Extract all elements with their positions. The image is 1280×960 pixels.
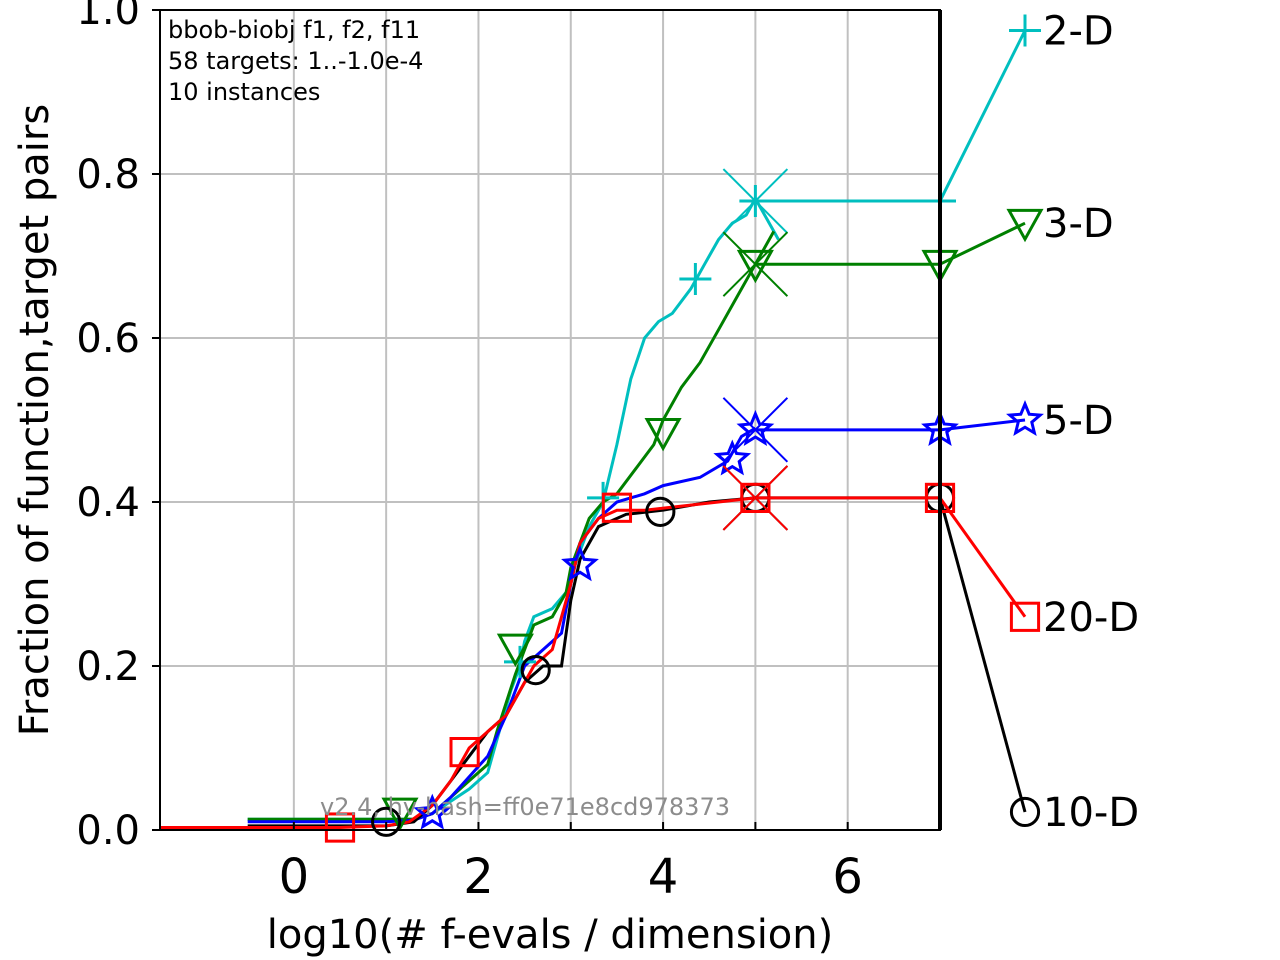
curve-3-d: [247, 230, 776, 821]
ecdf-curves: [160, 195, 780, 829]
marker-2-d: [679, 262, 712, 295]
label-marker-5-d: [1006, 400, 1044, 437]
x-tick-label: 0: [279, 849, 310, 905]
label-marker-3-d: [1006, 208, 1044, 243]
marker-3-d: [496, 633, 534, 668]
y-tick-label: 1.0: [76, 0, 140, 34]
marker-20-d: [449, 737, 480, 768]
dim-label-20-d: 20-D: [1043, 595, 1139, 641]
marker-5-d: [713, 439, 752, 476]
label-marker-10-d: [1009, 796, 1041, 828]
curve-5-d: [247, 426, 757, 824]
marker-10-d: [520, 655, 551, 686]
curve-2-d: [247, 195, 780, 821]
dim-label-5-d: 5-D: [1043, 398, 1114, 444]
label-line-20-d: [938, 497, 1027, 618]
curve-20-d: [160, 496, 756, 829]
label-line-3-d: [939, 221, 1026, 266]
label-marker-2-d: [1009, 14, 1041, 47]
label-line-5-d: [939, 418, 1026, 432]
marker-5-d: [413, 793, 452, 830]
watermark: v2.4, hv-hash=ff0e71e8cd978373: [320, 793, 730, 821]
y-tick-label: 0.4: [76, 480, 140, 526]
marker-3-d: [644, 418, 682, 452]
marker-10-d: [645, 496, 676, 527]
marker-20-d: [601, 492, 633, 523]
y-tick-label: 0.2: [76, 644, 140, 690]
end-lines: [755, 14, 1044, 828]
marker-5-d: [736, 409, 775, 446]
y-axis-title: Fraction of function,target pairs: [12, 104, 58, 736]
x-tick-label: 2: [463, 849, 494, 905]
plot-frame: [159, 9, 941, 831]
marker-3-d: [381, 797, 419, 832]
label-line-10-d: [938, 497, 1027, 813]
y-tick-label: 0.6: [76, 316, 140, 362]
marker-3-d: [736, 249, 774, 284]
dimension-labels: 2-D 3-D 5-D 10-D 20-D: [1043, 9, 1139, 836]
grid-lines: [160, 9, 940, 831]
axis-ticks: 0 2 4 6 0.0 0.2 0.4 0.6 0.8 1.0: [76, 0, 941, 905]
x-tick-label: 4: [648, 849, 679, 905]
info-line-3: 10 instances: [168, 78, 320, 106]
dim-label-3-d: 3-D: [1043, 201, 1114, 247]
curve-10-d: [247, 496, 756, 828]
label-line-2-d: [938, 29, 1027, 202]
x-tick-label: 6: [832, 849, 863, 905]
curve-markers: [324, 168, 789, 843]
y-tick-label: 0.0: [76, 808, 140, 854]
marker-20-d: [324, 812, 356, 843]
y-tick-label: 0.8: [76, 152, 140, 198]
info-line-2: 58 targets: 1..-1.0e-4: [168, 47, 423, 75]
marker-10-d: [371, 806, 402, 837]
label-marker-20-d: [1009, 601, 1041, 632]
x-axis-title: log10(# f-evals / dimension): [267, 912, 834, 958]
dim-label-2-d: 2-D: [1043, 9, 1114, 55]
marker-5-d: [561, 545, 599, 582]
info-line-1: bbob-biobj f1, f2, f11: [168, 16, 420, 44]
marker-2-d: [504, 645, 536, 678]
dim-label-10-d: 10-D: [1043, 790, 1139, 836]
